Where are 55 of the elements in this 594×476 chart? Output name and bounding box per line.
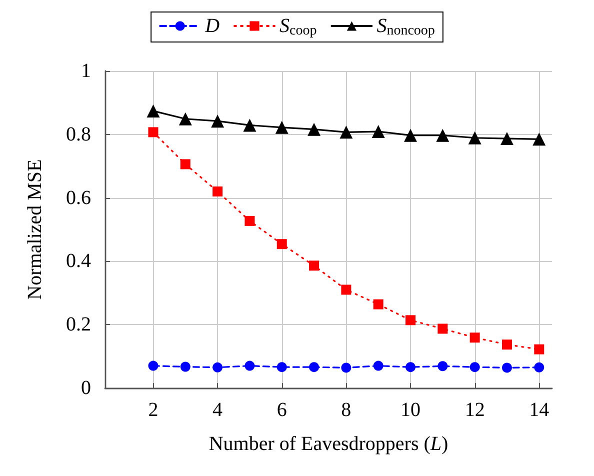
y-tick-label: 0.4 [66,250,91,272]
x-tick-label: 8 [341,399,352,421]
x-tick-label: 14 [529,399,550,421]
point [244,216,255,226]
point [406,315,416,326]
point [438,361,448,372]
y-axis-title: Normalized MSE [24,159,46,300]
point [212,186,223,196]
point [211,114,224,128]
point [534,344,544,354]
x-tick-label: 6 [276,399,287,421]
point [309,362,320,372]
x-tick-label: 12 [464,399,485,421]
point [308,122,321,136]
point [180,362,190,372]
point [178,112,192,126]
y-tick-label: 0.8 [66,123,91,146]
point [373,299,384,310]
y-tick-label: 0.2 [66,314,91,336]
point [146,104,160,118]
point [276,239,287,250]
point [532,132,546,146]
point [500,132,514,146]
point [148,360,158,371]
point [212,362,223,372]
x-tick-label: 10 [400,399,421,421]
point [404,128,418,142]
point [468,131,482,144]
point [406,362,416,372]
point [244,360,255,371]
x-tick-label: 2 [148,399,158,421]
legend-label: D [204,15,220,37]
point [180,159,190,170]
point [243,118,256,132]
y-tick-label: 0 [81,377,91,399]
point [502,362,512,373]
x-tick-label: 4 [212,399,223,421]
point [502,340,512,350]
y-tick-label: 1 [81,60,91,82]
point [340,126,353,139]
point [470,332,480,343]
point [438,324,448,334]
point [373,360,384,371]
point [470,362,480,372]
point [341,284,352,295]
point [275,120,288,134]
point [341,362,352,373]
x-axis-title: Number of Eavesdroppers (L) [208,433,448,455]
point [309,260,320,271]
point [436,128,450,142]
y-tick-label: 0.6 [66,186,91,209]
point [148,127,158,138]
point [534,362,544,372]
point [276,362,287,372]
point [372,125,385,138]
